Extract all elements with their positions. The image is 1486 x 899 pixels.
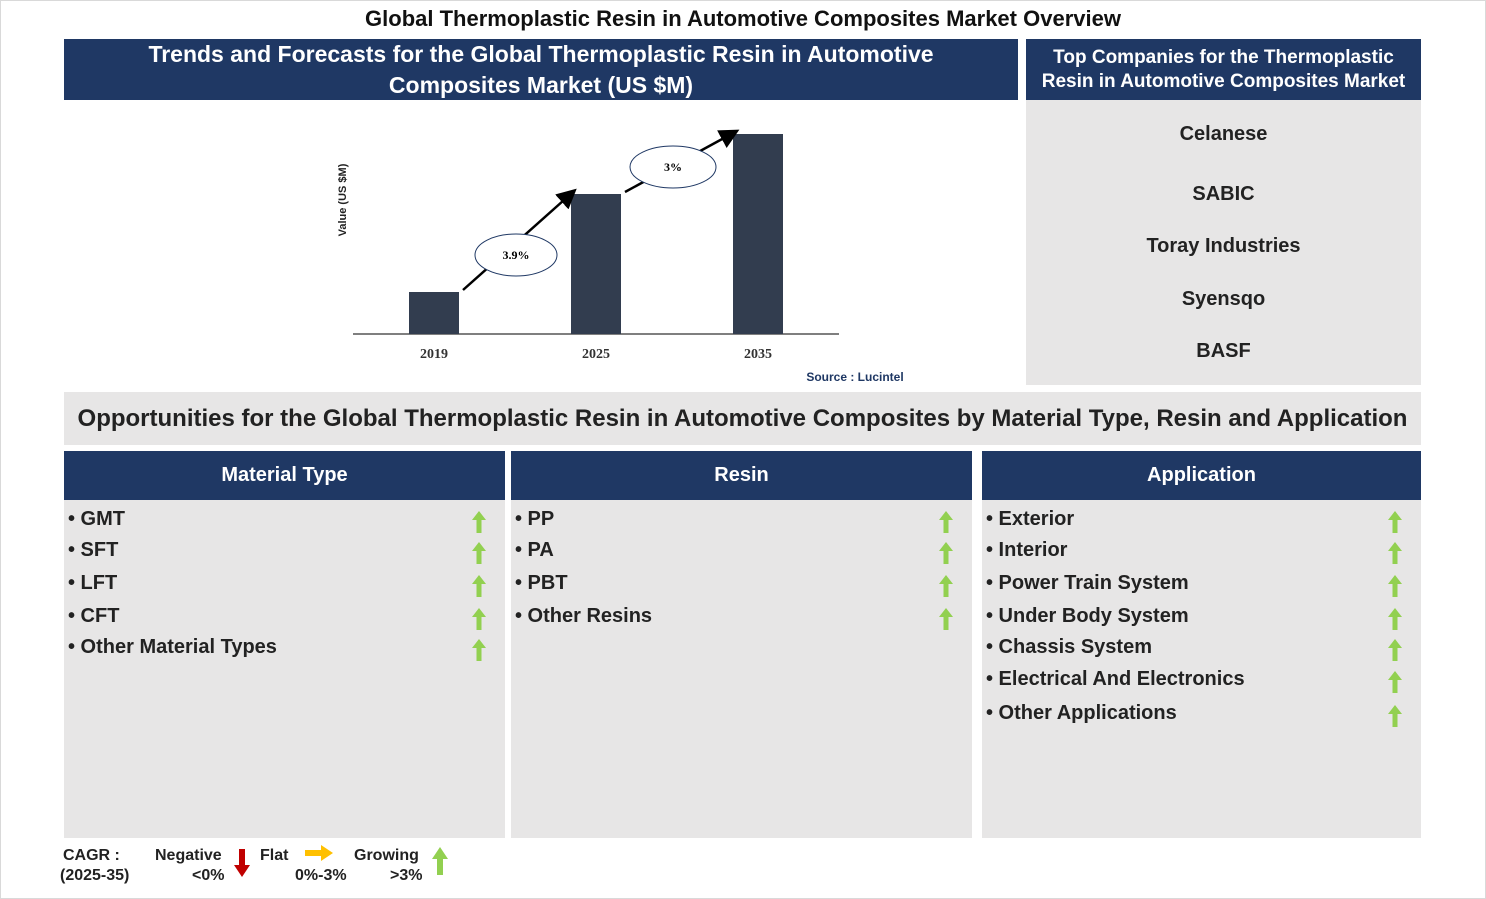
up-arrow-icon — [472, 639, 486, 661]
page-title: Global Thermoplastic Resin in Automotive… — [365, 6, 1121, 31]
company-item: Toray Industries — [1146, 235, 1301, 257]
segment-header-application: Application — [982, 451, 1421, 500]
segment-item: • PBT — [515, 572, 568, 594]
segment-header-resin: Resin — [511, 451, 972, 500]
legend-negative-range: <0% — [192, 867, 225, 884]
right-arrow-icon — [305, 845, 333, 861]
segment-item: • Other Applications — [986, 702, 1177, 724]
segment-header-material-type: Material Type — [64, 451, 505, 500]
up-arrow-icon — [472, 575, 486, 597]
chart-header: Trends and Forecasts for the Global Ther… — [64, 39, 1018, 100]
up-arrow-icon — [939, 575, 953, 597]
legend-flat: Flat — [260, 847, 289, 864]
up-arrow-icon — [939, 542, 953, 564]
segment-item: • Power Train System — [986, 572, 1189, 594]
opportunities-title: Opportunities for the Global Thermoplast… — [64, 392, 1421, 445]
segment-list-application: • Exterior • Interior • Power Train System… — [982, 500, 1421, 838]
segment-item: • GMT — [68, 508, 125, 530]
up-arrow-icon — [472, 542, 486, 564]
chart-source: Source : Lucintel — [806, 370, 904, 384]
up-arrow-icon — [1388, 542, 1402, 564]
up-arrow-icon — [939, 511, 953, 533]
segment-item: • CFT — [68, 605, 120, 627]
legend-period: (2025-35) — [60, 867, 130, 884]
companies-header: Top Companies for the Thermoplastic Resi… — [1026, 39, 1421, 100]
down-arrow-icon — [234, 849, 250, 877]
cagr-label: 3% — [664, 160, 682, 174]
y-axis-label: Value (US $M) — [337, 163, 349, 236]
up-arrow-icon — [1388, 575, 1402, 597]
x-tick-label: 2019 — [420, 347, 448, 362]
cagr-label: 3.9% — [503, 248, 530, 262]
bar — [733, 134, 783, 334]
up-arrow-icon — [1388, 671, 1402, 693]
segment-item: • Chassis System — [986, 636, 1152, 658]
segment-list-resin: • PP • PA • PBT • Other Resins — [511, 500, 972, 838]
up-arrow-icon — [939, 608, 953, 630]
segment-item: • Other Resins — [515, 605, 653, 627]
up-arrow-icon — [472, 608, 486, 630]
segment-item: • Other Material Types — [68, 636, 277, 658]
segment-item: • Electrical And Electronics — [986, 668, 1245, 690]
segment-item: • Exterior — [986, 508, 1075, 530]
up-arrow-icon — [432, 847, 448, 875]
segment-item: • SFT — [68, 539, 119, 561]
company-item: Syensqo — [1181, 288, 1266, 310]
segment-item: • LFT — [68, 572, 118, 594]
bar — [571, 194, 621, 334]
company-item: SABIC — [1192, 183, 1255, 205]
bar — [409, 292, 459, 334]
legend-cagr-label: CAGR : — [63, 847, 120, 864]
cagr-bubble — [474, 233, 558, 277]
up-arrow-icon — [1388, 511, 1402, 533]
up-arrow-icon — [1388, 639, 1402, 661]
segment-item: • PA — [515, 539, 554, 561]
up-arrow-icon — [1388, 705, 1402, 727]
companies-list: Celanese SABIC Toray Industries Syensqo … — [1026, 100, 1421, 385]
legend-growing-range: >3% — [390, 867, 423, 884]
up-arrow-icon — [1388, 608, 1402, 630]
cagr-bubble — [629, 145, 717, 189]
segment-item: • Under Body System — [986, 605, 1189, 627]
segment-list-material-type: • GMT • SFT • LFT • CFT • Other Material Typ… — [64, 500, 505, 838]
company-item: Celanese — [1179, 123, 1268, 145]
legend-growing: Growing — [354, 847, 419, 864]
segment-item: • Interior — [986, 539, 1068, 561]
segment-item: • PP — [515, 508, 555, 530]
up-arrow-icon — [472, 511, 486, 533]
legend-negative: Negative — [155, 847, 222, 864]
x-tick-label: 2035 — [744, 347, 772, 362]
company-item: BASF — [1196, 340, 1251, 362]
legend-flat-range: 0%-3% — [295, 867, 347, 884]
bar-chart: Value (US $M) 2019 2025 2035 3.9% 3% — [337, 129, 839, 362]
x-tick-label: 2025 — [582, 347, 610, 362]
